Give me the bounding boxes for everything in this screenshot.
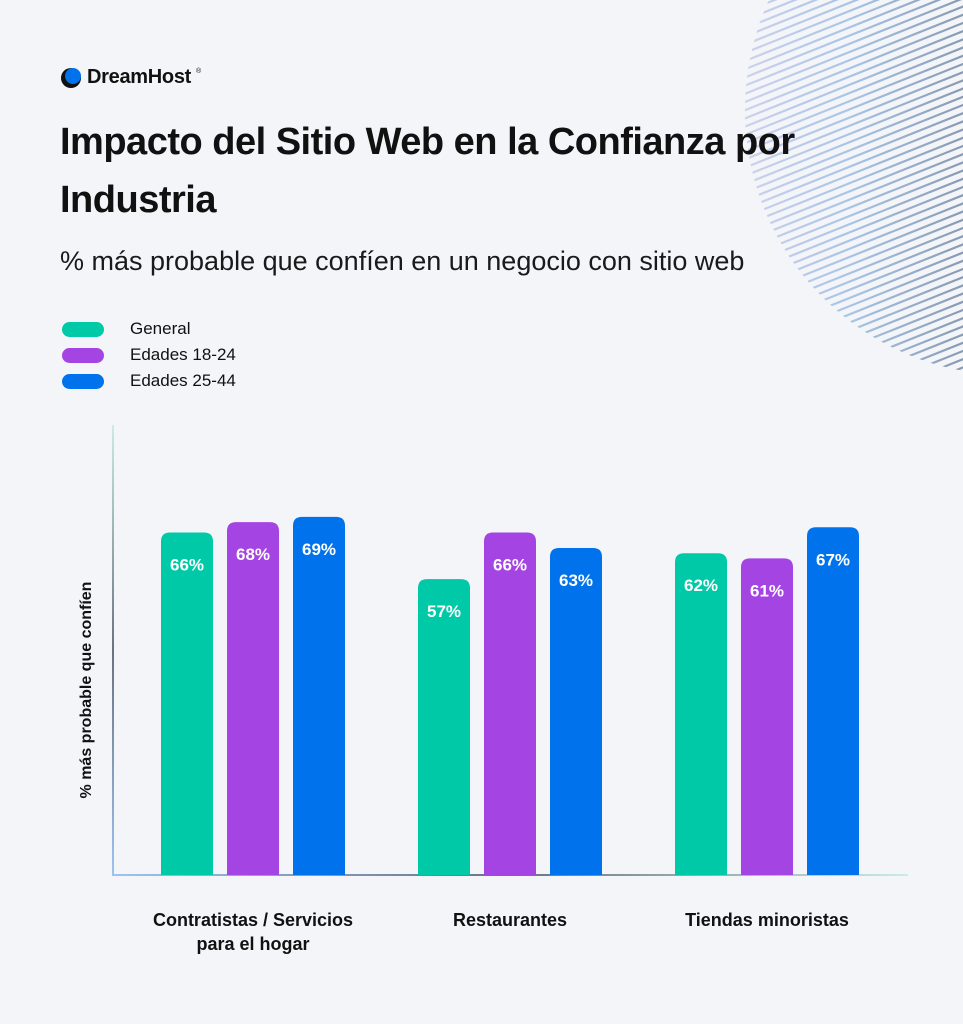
bar-general-1 bbox=[418, 579, 470, 875]
data-label-edades-25-44-0: 69% bbox=[302, 540, 336, 559]
bar-edades-25-44-0 bbox=[293, 516, 345, 875]
dreamhost-logo: DreamHost ® bbox=[60, 66, 201, 89]
data-label-general-1: 57% bbox=[427, 602, 461, 621]
data-label-edades-18-24-2: 61% bbox=[750, 581, 784, 600]
data-label-edades-18-24-1: 66% bbox=[493, 555, 527, 574]
bar-general-2 bbox=[675, 553, 727, 875]
page-subtitle: % más probable que confíen en un negocio… bbox=[60, 246, 745, 276]
legend-item-general: General bbox=[62, 316, 236, 342]
y-axis-label: % más probable que confíen bbox=[78, 581, 95, 799]
bar-edades-25-44-1 bbox=[550, 548, 602, 875]
category-label-line: Tiendas minoristas bbox=[685, 910, 849, 930]
bar-edades-25-44-2 bbox=[807, 527, 859, 875]
data-label-general-2: 62% bbox=[684, 576, 718, 595]
page-title: Impacto del Sitio Web en la Confianza po… bbox=[60, 121, 795, 221]
category-label-line: Restaurantes bbox=[452, 910, 568, 930]
category-label-line: para el hogar bbox=[196, 934, 310, 954]
y-axis-line bbox=[112, 425, 114, 876]
bar-general-0 bbox=[161, 532, 213, 875]
legend-item-18-24: Edades 18-24 bbox=[62, 342, 236, 368]
data-label-edades-18-24-0: 68% bbox=[236, 545, 270, 564]
category-label-restaurantes: Restaurantes bbox=[380, 908, 640, 932]
category-label-tiendas: Tiendas minoristas bbox=[637, 908, 897, 932]
data-label-general-0: 66% bbox=[170, 555, 204, 574]
dreamhost-moon-icon bbox=[61, 67, 81, 88]
legend-label: General bbox=[130, 319, 191, 338]
legend-swatch-general bbox=[62, 321, 104, 337]
legend-swatch-18-24 bbox=[62, 347, 104, 363]
chart-legend: General Edades 18-24 Edades 25-44 bbox=[62, 316, 236, 394]
data-label-edades-25-44-1: 63% bbox=[559, 571, 593, 590]
legend-label: Edades 18-24 bbox=[130, 345, 236, 364]
registered-mark: ® bbox=[196, 68, 202, 75]
legend-item-25-44: Edades 25-44 bbox=[62, 368, 236, 394]
legend-swatch-25-44 bbox=[62, 373, 104, 389]
brand-name: DreamHost bbox=[87, 66, 191, 88]
category-label-contratistas: Contratistas / Servicios para el hogar bbox=[123, 908, 383, 956]
bar-edades-18-24-1 bbox=[484, 532, 536, 875]
category-label-line: Contratistas / Servicios bbox=[152, 910, 354, 930]
bar-edades-18-24-2 bbox=[741, 558, 793, 875]
data-label-edades-25-44-2: 67% bbox=[816, 550, 850, 569]
legend-label: Edades 25-44 bbox=[130, 371, 236, 390]
bar-edades-18-24-0 bbox=[227, 522, 279, 875]
